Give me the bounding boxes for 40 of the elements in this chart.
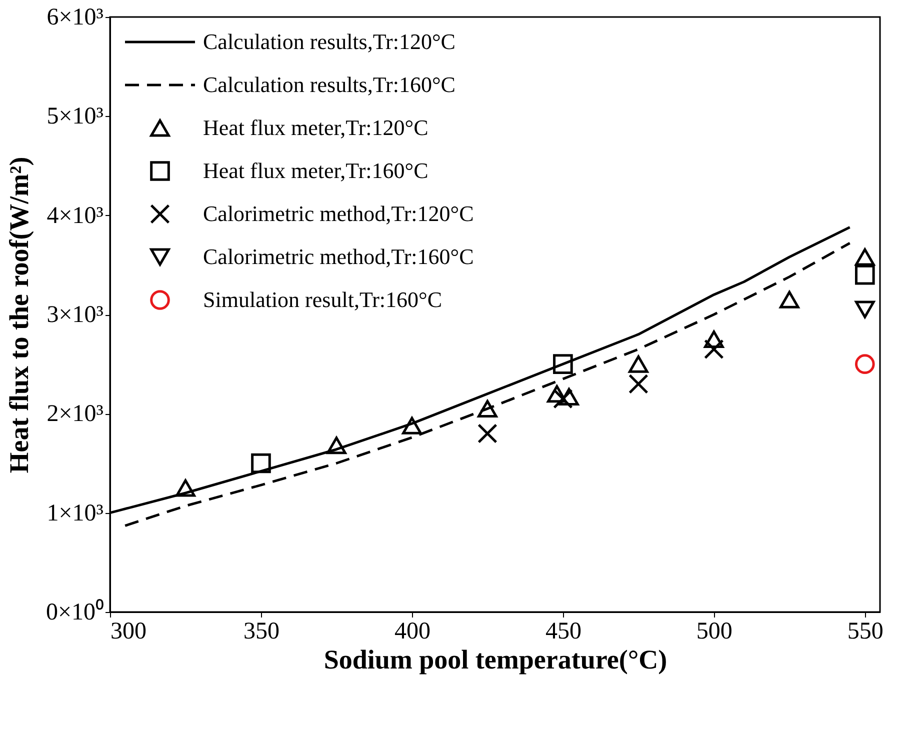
point (559, 388, 579, 406)
y-axis-title: Heat flux to the roof(W/m²) (4, 156, 34, 474)
x-tick-label: 550 (847, 618, 884, 644)
y-tick-label: 6×10³ (46, 4, 104, 30)
point (478, 400, 498, 418)
legend-label: Calculation results,Tr:160°C (203, 72, 456, 97)
x-tick-label: 300 (110, 618, 146, 644)
point (546, 385, 567, 403)
x-tick-label: 400 (394, 618, 430, 644)
x-tick-label: 350 (243, 618, 280, 644)
point (704, 339, 724, 360)
point (854, 300, 875, 318)
point (402, 416, 422, 434)
legend-label: Simulation result,Tr:160°C (203, 287, 442, 312)
x-axis-title: Sodium pool temperature(°C) (324, 644, 668, 674)
point (628, 374, 648, 394)
y-tick-label: 2×10³ (46, 401, 104, 428)
legend-label: Calorimetric method,Tr:160°C (203, 244, 474, 269)
point (326, 436, 346, 454)
y-tick-label: 0×10⁰ (46, 598, 104, 626)
x-tick-label: 450 (545, 618, 582, 644)
point (628, 355, 648, 373)
y-tick-label: 4×10³ (46, 202, 104, 229)
x-tick-label: 500 (696, 618, 732, 644)
point (478, 424, 498, 444)
y-tick-label: 3×10³ (46, 302, 104, 328)
point (553, 354, 573, 374)
point (854, 354, 875, 374)
y-tick-label: 1×10³ (46, 500, 104, 526)
point (780, 290, 800, 308)
y-tick-label: 5×10³ (46, 104, 104, 130)
point (854, 264, 875, 285)
legend-label: Heat flux meter,Tr:120°C (203, 115, 428, 140)
legend-label: Heat flux meter,Tr:160°C (203, 158, 428, 183)
point (704, 330, 724, 348)
legend-label: Calorimetric method,Tr:120°C (203, 201, 474, 226)
point (854, 248, 875, 266)
point (251, 453, 271, 474)
legend-label: Calculation results,Tr:120°C (203, 29, 456, 54)
point (176, 479, 196, 497)
